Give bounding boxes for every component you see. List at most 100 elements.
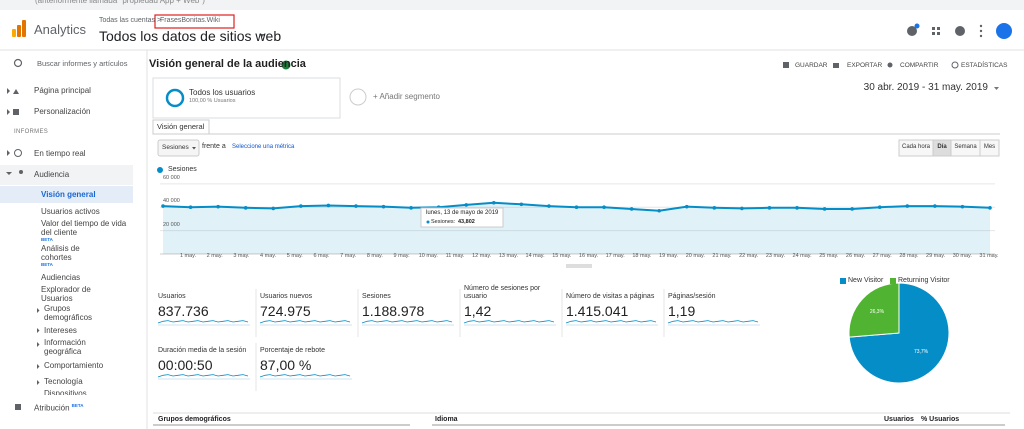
data-point[interactable]: [905, 204, 910, 208]
help-icon[interactable]: [955, 26, 965, 36]
more-icon[interactable]: [979, 24, 983, 38]
metric-select[interactable]: Sesiones: [162, 144, 189, 151]
beta-badge: BETA: [71, 403, 84, 408]
sparkline: [157, 374, 249, 378]
data-point[interactable]: [216, 204, 220, 209]
add-segment-circle[interactable]: [349, 88, 367, 106]
nav-item[interactable]: Audiencias: [41, 273, 80, 282]
view-selector[interactable]: Todos los datos de sitios web: [99, 28, 282, 44]
x-tick-label: 18 may.: [632, 253, 652, 259]
x-tick-label: 4 may.: [260, 253, 277, 259]
sparkline: [565, 320, 657, 324]
legend-marker: [157, 167, 163, 173]
nav-item[interactable]: Página principal: [34, 86, 91, 95]
pie-label: 26,3%: [869, 308, 885, 315]
action-button[interactable]: ESTADÍSTICAS: [961, 62, 1008, 69]
nav-item[interactable]: Comportamiento: [44, 361, 103, 370]
granularity-label[interactable]: Día: [937, 144, 947, 150]
search-icon[interactable]: [13, 58, 23, 68]
data-point[interactable]: [988, 206, 992, 210]
account-name[interactable]: FrasesBonitas.Wiki: [160, 17, 220, 24]
data-point[interactable]: [602, 205, 606, 210]
search-box[interactable]: Buscar informes y artículos: [37, 59, 128, 68]
data-point[interactable]: [464, 203, 469, 207]
metric-label: Número de sesiones por usuario: [464, 285, 541, 300]
action-button[interactable]: GUARDAR: [795, 62, 828, 69]
data-point[interactable]: [547, 204, 551, 208]
data-point[interactable]: [960, 204, 965, 209]
nav-item[interactable]: Grupos demográficos: [44, 304, 114, 322]
nav-item[interactable]: Audiencia: [34, 170, 69, 179]
nav-label: Análisis de cohortes: [41, 244, 80, 262]
nav-item[interactable]: Visión general: [41, 190, 96, 199]
data-point[interactable]: [877, 205, 882, 210]
beta-badge: BETA: [41, 262, 53, 267]
bell-icon[interactable]: [907, 26, 917, 36]
data-point[interactable]: [933, 204, 937, 208]
data-point[interactable]: [795, 206, 799, 210]
data-point[interactable]: [299, 204, 303, 208]
nav-label: Audiencias: [41, 273, 81, 282]
nav-item[interactable]: Explorador de Usuarios: [41, 285, 111, 303]
select-metric[interactable]: Seleccione una métrica: [232, 144, 295, 150]
granularity-label[interactable]: Cada hora: [901, 144, 931, 150]
data-point[interactable]: [326, 203, 331, 208]
data-point[interactable]: [712, 206, 717, 210]
nav-item[interactable]: Usuarios activos: [41, 207, 100, 216]
caret: [192, 147, 196, 150]
nav-label: Grupos demográficos: [44, 304, 93, 322]
data-point[interactable]: [657, 208, 661, 213]
nav-item[interactable]: Atribución BETA: [34, 401, 84, 413]
nav-item[interactable]: Valor del tiempo de vida del cliente BETA: [41, 219, 136, 243]
granularity-label[interactable]: Mes: [983, 144, 996, 150]
x-tick-label: 8 may.: [366, 253, 383, 259]
add-segment[interactable]: + Añadir segmento: [373, 92, 440, 101]
scroll-handle[interactable]: [566, 264, 592, 268]
data-point[interactable]: [767, 206, 772, 210]
action-button[interactable]: EXPORTAR: [847, 62, 883, 69]
data-point[interactable]: [822, 207, 827, 211]
metric-label: Páginas/sesión: [668, 293, 716, 300]
data-point[interactable]: [354, 204, 358, 208]
nav-item[interactable]: En tiempo real: [34, 149, 86, 158]
tab-label[interactable]: Visión general: [157, 122, 205, 131]
data-point[interactable]: [519, 202, 524, 207]
x-tick-label: 31 may.: [979, 253, 999, 259]
x-tick-label: 21 may.: [712, 253, 732, 259]
sparkline: [259, 374, 351, 378]
nav-label: Personalización: [34, 107, 91, 116]
data-point[interactable]: [684, 204, 689, 209]
legend-swatch: [890, 278, 896, 284]
nav-item[interactable]: Tecnología: [44, 377, 83, 386]
verified-icon: [281, 60, 291, 70]
data-point[interactable]: [574, 205, 579, 210]
data-point[interactable]: [271, 206, 276, 211]
date-range[interactable]: 30 abr. 2019 - 31 may. 2019: [863, 82, 988, 93]
data-point[interactable]: [850, 207, 854, 211]
avatar[interactable]: [996, 23, 1012, 39]
nav-item[interactable]: Análisis de cohortes BETA: [41, 244, 101, 268]
apps-icon[interactable]: [932, 27, 940, 35]
data-point[interactable]: [409, 206, 413, 210]
nav-item[interactable]: Personalización: [34, 107, 90, 116]
nav-item[interactable]: Intereses: [44, 326, 77, 335]
pie-label: 73,7%: [913, 349, 929, 356]
data-point[interactable]: [381, 204, 386, 209]
granularity-button[interactable]: [979, 139, 1000, 157]
versus: frente a: [202, 143, 226, 150]
metric-button[interactable]: [157, 139, 200, 157]
data-point[interactable]: [188, 205, 193, 210]
segment-card[interactable]: [152, 77, 341, 119]
granularity-label[interactable]: Semana: [954, 144, 977, 150]
data-point[interactable]: [629, 207, 634, 211]
data-point[interactable]: [161, 204, 165, 208]
action-button[interactable]: COMPARTIR: [900, 62, 939, 69]
nav-item[interactable]: Información geográfica: [44, 338, 114, 356]
data-point[interactable]: [492, 200, 496, 205]
tooltip-marker: [426, 220, 430, 224]
legend-label: Returning Visitor: [898, 276, 950, 284]
nav-item[interactable]: Dispositivos: [44, 389, 87, 395]
tab[interactable]: [152, 119, 210, 135]
data-point[interactable]: [740, 206, 744, 211]
data-point[interactable]: [243, 206, 248, 210]
